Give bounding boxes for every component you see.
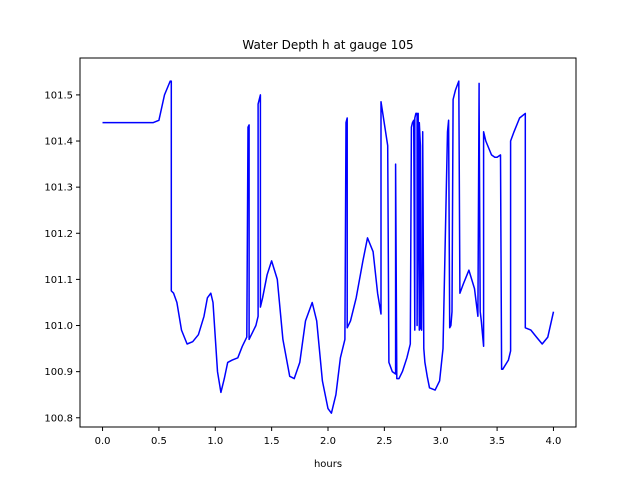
plot-frame bbox=[79, 57, 577, 428]
x-tick-label: 4.0 bbox=[546, 436, 562, 447]
y-tick-label: 101.1 bbox=[44, 275, 73, 286]
series-line-0 bbox=[102, 80, 555, 414]
y-tick-label: 101.2 bbox=[44, 229, 73, 240]
y-axis: 100.8 100.9 101.0 101.1 101.2 101.3 101.4 101.5 bbox=[44, 90, 80, 424]
y-tick-label: 101.3 bbox=[44, 183, 73, 194]
x-tick-label: 0.5 bbox=[151, 436, 167, 447]
x-tick-label: 1.5 bbox=[264, 436, 280, 447]
y-tick-label: 100.8 bbox=[44, 413, 73, 424]
plot-area bbox=[102, 80, 555, 414]
x-tick-label: 1.0 bbox=[207, 436, 223, 447]
x-tick-label: 2.5 bbox=[376, 436, 392, 447]
y-tick-label: 101.5 bbox=[44, 90, 73, 101]
x-tick-label: 2.0 bbox=[320, 436, 336, 447]
x-axis: 0.0 0.5 1.0 1.5 2.0 2.5 3.0 3.5 4.0 bbox=[95, 427, 562, 447]
chart-title: Water Depth h at gauge 105 bbox=[242, 38, 413, 52]
y-tick-label: 100.9 bbox=[44, 367, 73, 378]
x-tick-label: 3.5 bbox=[489, 436, 505, 447]
x-axis-label: hours bbox=[314, 459, 342, 470]
x-tick-label: 3.0 bbox=[433, 436, 449, 447]
x-tick-label: 0.0 bbox=[95, 436, 111, 447]
y-tick-label: 101.0 bbox=[44, 321, 73, 332]
y-tick-label: 101.4 bbox=[44, 137, 73, 148]
